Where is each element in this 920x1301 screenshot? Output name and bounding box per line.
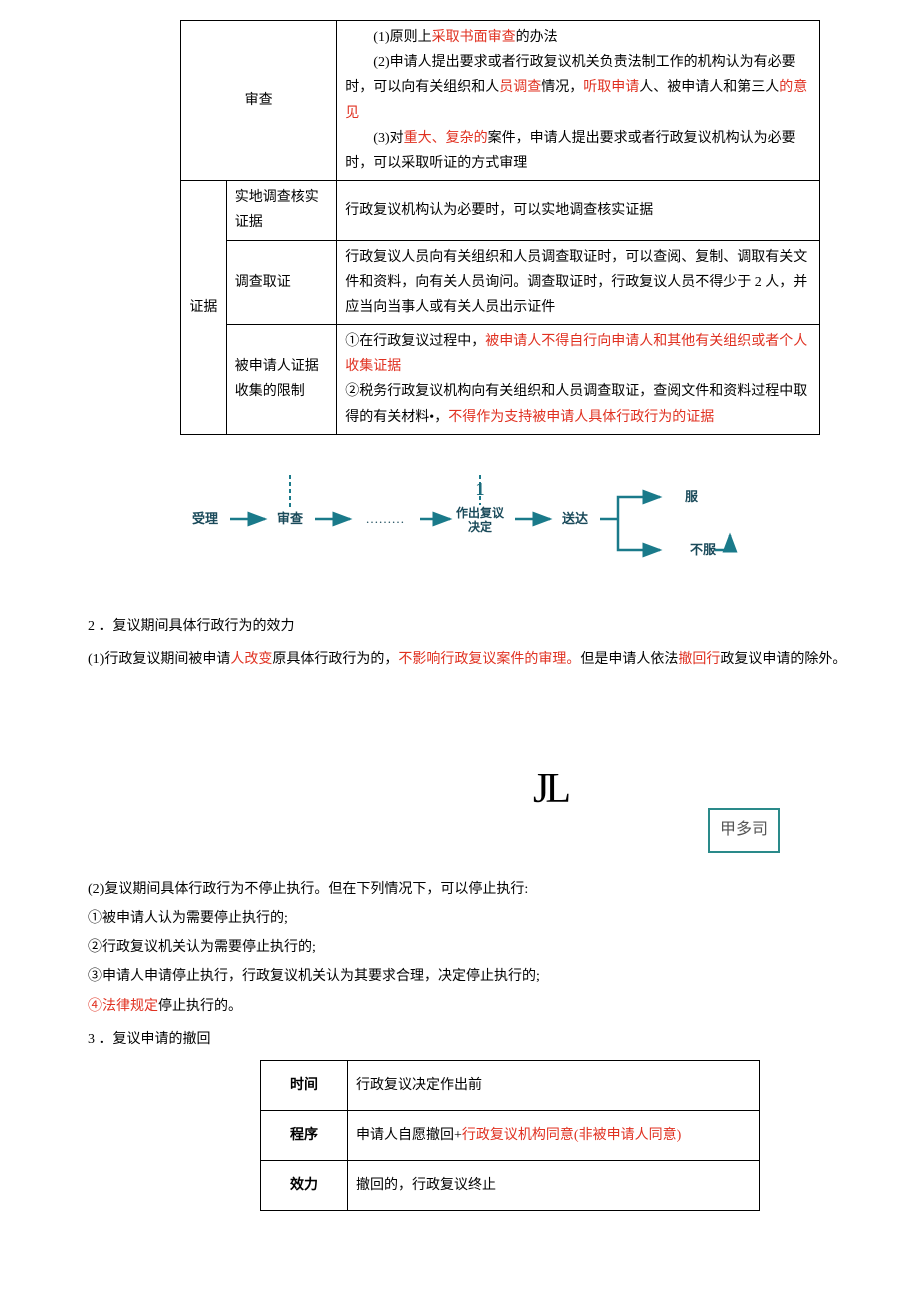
section2-p2: (2)复议期间具体行政行为不停止执行。但在下列情况下，可以停止执行: (60, 877, 860, 902)
section2-title: 2 ．复议期间具体行政行为的效力 (60, 614, 860, 639)
review-label: 审查 (181, 21, 337, 181)
t2-procedure-text: 申请人自愿撤回+行政复议机构同意(非被申请人同意) (348, 1111, 760, 1161)
respondent-evidence-limit-text: ①在行政复议过程中，被申请人不得自行向申请人和其他有关组织或者个人收集证据 ②税… (337, 325, 820, 435)
field-investigation-text: 行政复议机构认为必要时，可以实地调查核实证据 (337, 181, 820, 240)
investigation-evidence-label: 调查取证 (226, 240, 337, 325)
flow-node-deliver: 送达 (561, 511, 588, 526)
t2-time-text: 行政复议决定作出前 (348, 1060, 760, 1110)
review-content: (1)原则上采取书面审查的办法 (2)申请人提出要求或者行政复议机关负责法制工作… (337, 21, 820, 181)
section2-li1: ①被申请人认为需要停止执行的; (60, 906, 860, 931)
t2-effect-header: 效力 (261, 1161, 348, 1211)
flow-node-review: 审查 (277, 511, 304, 526)
t2-time-header: 时间 (261, 1060, 348, 1110)
t2-procedure-header: 程序 (261, 1111, 348, 1161)
stamp-box: 甲多司 (708, 808, 780, 853)
withdrawal-table: 时间 行政复议决定作出前 程序 申请人自愿撤回+行政复议机构同意(非被申请人同意… (260, 1060, 760, 1212)
t2-effect-text: 撤回的，行政复议终止 (348, 1161, 760, 1211)
flow-node-decision-1: 作出复议 (456, 505, 505, 520)
section3-title: 3 ．复议申请的撤回 (60, 1027, 860, 1052)
section2-p1: (1)行政复议期间被申请人改变原具体行政行为的，不影响行政复议案件的审理。但是申… (60, 647, 860, 672)
field-investigation-label: 实地调查核实证据 (226, 181, 337, 240)
flow-node-accept: 受理 (192, 511, 218, 526)
investigation-evidence-text: 行政复议人员向有关组织和人员调查取证时，可以查阅、复制、调取有关文件和资料，向有… (337, 240, 820, 325)
respondent-evidence-limit-label: 被申请人证据收集的限制 (226, 325, 337, 435)
flow-node-decision-2: 决定 (468, 519, 492, 534)
section2-li4: ④法律规定停止执行的。 (60, 994, 860, 1019)
section2-li3: ③申请人申请停止执行，行政复议机关认为其要求合理，决定停止执行的; (60, 964, 860, 989)
flow-node-reject-result: 不服 (690, 542, 717, 557)
svg-text:1: 1 (476, 479, 485, 499)
section2-li2: ②行政复议机关认为需要停止执行的; (60, 935, 860, 960)
review-evidence-table: 审查 (1)原则上采取书面审查的办法 (2)申请人提出要求或者行政复议机关负责法… (180, 20, 820, 435)
evidence-header: 证据 (181, 181, 227, 435)
flow-node-dots: ……… (366, 511, 405, 526)
flow-node-accept-result: 服 (685, 489, 699, 504)
process-flowchart: 1 受理 审查 ……… 作出复议 决定 送达 服 不服 (60, 465, 860, 584)
